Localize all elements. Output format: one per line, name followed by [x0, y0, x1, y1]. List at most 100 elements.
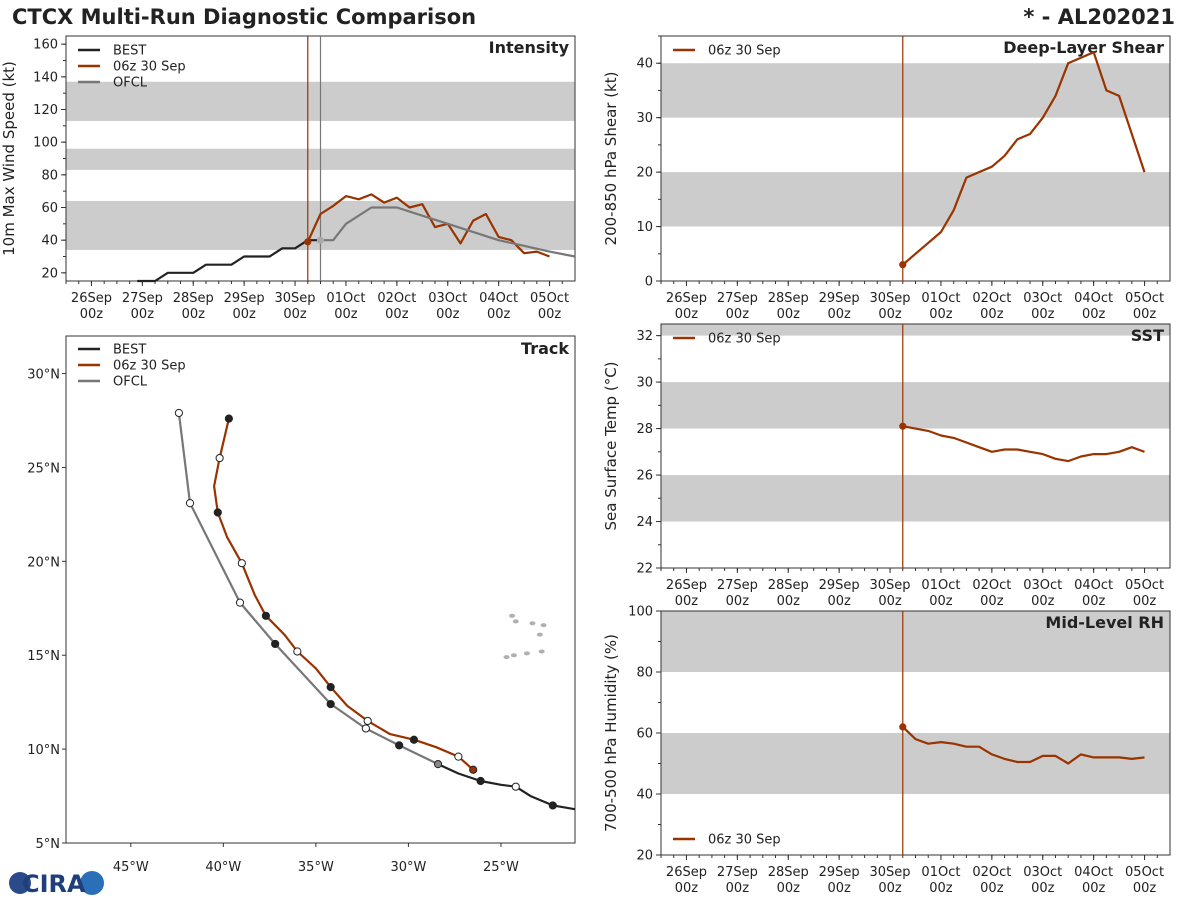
track-plot-area [174, 408, 575, 811]
sst-ytick-label: 32 [636, 329, 653, 344]
track-series-ofcl [177, 412, 439, 766]
intensity-start-marker-ofcl [316, 236, 325, 244]
sst-band [661, 475, 1170, 522]
rh-band [661, 733, 1170, 794]
rh-xtick-label: 00z [878, 881, 902, 896]
track-ytick-label: 20°N [27, 555, 60, 570]
intensity-xtick-label: 00z [182, 307, 206, 322]
intensity-xtick-label: 02Oct [377, 291, 416, 306]
sst-xtick-label: 01Oct [921, 578, 960, 593]
rh-xtick-label: 00z [1031, 881, 1055, 896]
intensity-start-marker-run [304, 238, 312, 246]
intensity-ytick-label: 100 [33, 136, 58, 151]
logo-swirl-icon [80, 871, 104, 895]
logo-globe-icon [9, 872, 31, 894]
island-shape [538, 649, 545, 654]
track-xtick-label: 40°W [205, 860, 241, 875]
track-xtick-label: 35°W [298, 860, 334, 875]
shear-title: Deep-Layer Shear [1003, 38, 1164, 57]
shear-xtick-label: 26Sep [666, 291, 707, 306]
track-legend-label: OFCL [113, 375, 148, 390]
intensity-xtick-label: 00z [385, 307, 409, 322]
rh-ytick-label: 80 [636, 666, 653, 681]
shear-start-marker-run [899, 261, 907, 269]
rh-title: Mid-Level RH [1045, 613, 1164, 632]
sst-ylabel: Sea Surface Temp (°C) [602, 361, 620, 530]
track-marker-ofcl [326, 699, 335, 709]
track-marker-ofcl [361, 724, 370, 733]
sst-xtick-label: 00z [1133, 594, 1157, 609]
rh-band [661, 611, 1170, 672]
shear-xtick-label: 00z [1082, 307, 1106, 322]
sst-start-marker-run [899, 422, 907, 430]
intensity-ytick-label: 60 [41, 201, 58, 216]
track-marker-best [476, 776, 485, 786]
island-shape [536, 632, 543, 637]
intensity-xtick-label: 00z [80, 307, 104, 322]
intensity-xtick-label: 00z [131, 307, 155, 322]
track-marker-ofcl [174, 408, 184, 418]
intensity-ytick-label: 120 [33, 103, 58, 118]
intensity-xtick-label: 01Oct [326, 291, 365, 306]
rh-ytick-label: 40 [636, 788, 653, 803]
intensity-ytick-label: 80 [41, 168, 58, 183]
track-marker-run [237, 559, 246, 568]
shear-xtick-label: 00z [1133, 307, 1157, 322]
rh-xtick-label: 30Sep [870, 865, 911, 880]
island-shape [503, 655, 510, 660]
rh-xtick-label: 27Sep [717, 865, 758, 880]
intensity-xtick-label: 00z [334, 307, 358, 322]
shear-band [661, 172, 1170, 227]
rh-xtick-label: 03Oct [1023, 865, 1062, 880]
sst-panel: 22242628303226Sep00z27Sep00z28Sep00z29Se… [602, 323, 1171, 609]
page-title: CTCX Multi-Run Diagnostic Comparison [12, 5, 477, 29]
track-marker-run [409, 735, 419, 744]
sst-xtick-label: 00z [878, 594, 902, 609]
rh-xtick-label: 00z [726, 881, 750, 896]
rh-xtick-label: 02Oct [972, 865, 1011, 880]
cira-logo: CIRA [9, 870, 104, 898]
shear-xtick-label: 00z [878, 307, 902, 322]
rh-ylabel: 700-500 hPa Humidity (%) [602, 634, 620, 832]
sst-xtick-label: 29Sep [819, 578, 860, 593]
sst-xtick-label: 02Oct [972, 578, 1011, 593]
sst-xtick-label: 27Sep [717, 578, 758, 593]
track-marker-run [326, 683, 335, 692]
shear-xtick-label: 00z [726, 307, 750, 322]
sst-xtick-label: 26Sep [666, 578, 707, 593]
intensity-xtick-label: 04Oct [479, 291, 518, 306]
track-xtick-label: 25°W [483, 860, 519, 875]
track-xtick-label: 45°W [113, 860, 149, 875]
island-shape [529, 621, 536, 626]
shear-xtick-label: 00z [929, 307, 953, 322]
rh-xtick-label: 00z [1133, 881, 1157, 896]
track-marker-best [433, 760, 443, 769]
intensity-title: Intensity [489, 38, 570, 57]
shear-panel: 01020304026Sep00z27Sep00z28Sep00z29Sep00… [602, 35, 1171, 322]
track-ytick-label: 25°N [27, 461, 60, 476]
shear-xtick-label: 00z [675, 307, 699, 322]
track-marker-best [548, 801, 557, 810]
shear-ytick-label: 40 [636, 57, 653, 72]
track-marker-ofcl [185, 499, 195, 508]
sst-axes-frame [660, 323, 1171, 569]
sst-xtick-label: 04Oct [1074, 578, 1113, 593]
shear-xtick-label: 28Sep [768, 291, 809, 306]
track-marker-run [293, 647, 302, 656]
island-shape [509, 613, 516, 618]
intensity-xtick-label: 26Sep [71, 291, 112, 306]
intensity-xtick-label: 30Sep [275, 291, 316, 306]
intensity-xtick-label: 00z [436, 307, 460, 322]
sst-band [661, 324, 1170, 336]
track-marker-ofcl [395, 741, 404, 750]
sst-series-run [902, 425, 1145, 463]
rh-xtick-label: 00z [777, 881, 801, 896]
shear-xtick-label: 02Oct [972, 291, 1011, 306]
intensity-xtick-label: 05Oct [530, 291, 569, 306]
track-title: Track [521, 339, 569, 358]
intensity-ytick-label: 40 [41, 234, 58, 249]
rh-ytick-label: 60 [636, 727, 653, 742]
rh-xtick-label: 00z [827, 881, 851, 896]
track-ytick-label: 5°N [36, 837, 61, 852]
